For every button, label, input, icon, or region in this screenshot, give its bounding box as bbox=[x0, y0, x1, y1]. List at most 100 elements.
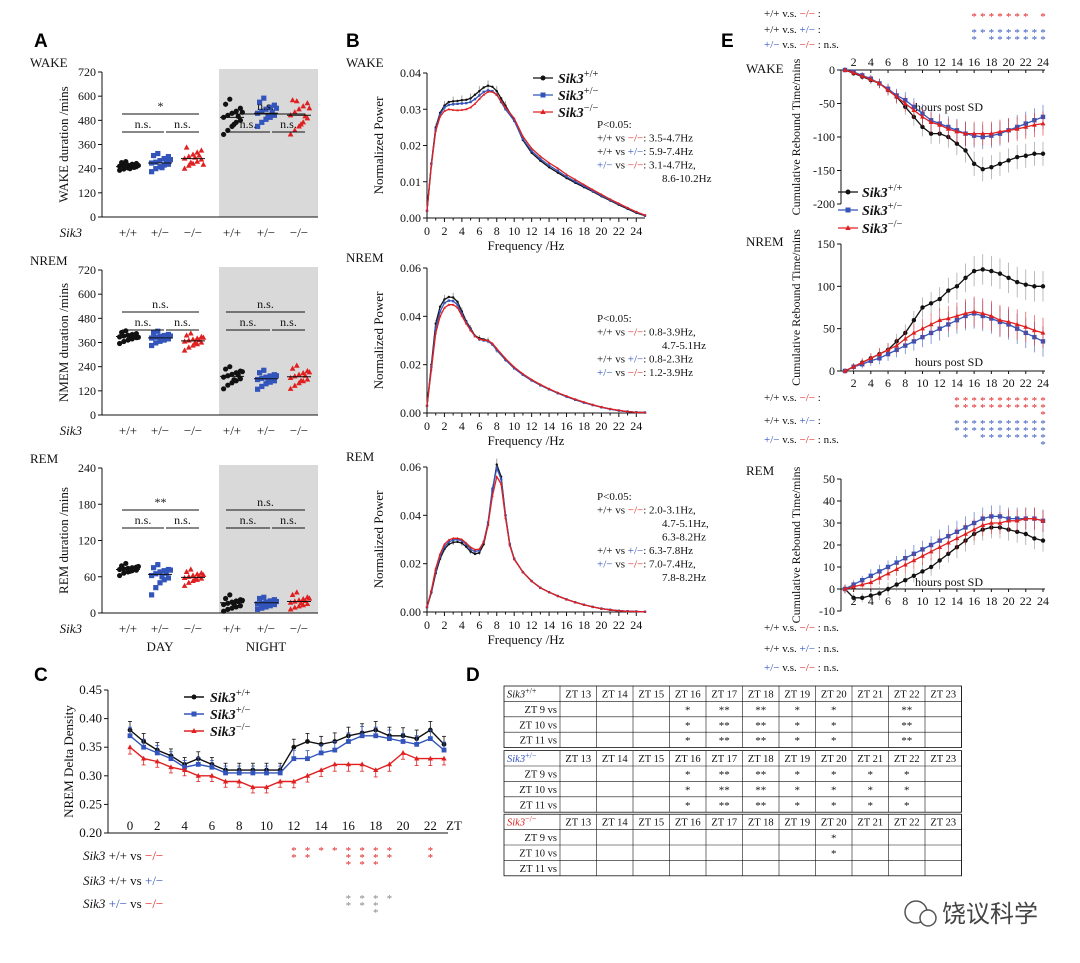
e-rem-data-point bbox=[945, 540, 951, 545]
c-data-point bbox=[304, 772, 311, 778]
b-nrem-annotation-line: +/+ vs +/−: 0.8-2.3Hz bbox=[597, 354, 693, 366]
e-nrem-y-tick-label: 150 bbox=[817, 237, 835, 251]
a-nrem-data-point bbox=[223, 366, 229, 372]
e-wake-legend-label: Sik3+/− bbox=[862, 201, 903, 219]
a-rem-data-point bbox=[149, 572, 155, 579]
e-nrem-sig-star: * bbox=[1032, 432, 1038, 444]
e-rem-data-point bbox=[885, 586, 891, 592]
a-wake-data-point bbox=[181, 155, 188, 161]
a-nrem-data-point bbox=[304, 376, 311, 382]
e-rem-data-point bbox=[1040, 538, 1046, 543]
b-wake-data-point bbox=[504, 105, 507, 109]
b-wake-data-point bbox=[469, 100, 472, 104]
b-rem-data-point bbox=[634, 610, 638, 613]
b-rem-x-tick-label: 14 bbox=[543, 618, 555, 632]
e-wake-sig-star: * bbox=[1032, 34, 1038, 46]
c-data-point bbox=[236, 770, 242, 776]
c-y-tick-label: 0.30 bbox=[79, 768, 102, 783]
b-rem-y-tick-label: 0.00 bbox=[400, 605, 421, 619]
b-rem-data-point bbox=[451, 538, 455, 542]
a-wake-y-tick-label: 720 bbox=[78, 65, 96, 79]
b-wake-x-tick-label: 6 bbox=[476, 224, 482, 238]
c-data-point bbox=[305, 739, 310, 744]
c-sig-star: * bbox=[373, 845, 379, 857]
b-nrem-data-point bbox=[573, 397, 577, 401]
e-nrem-y-label: Cumulative Rebound Time/mins bbox=[789, 229, 803, 386]
b-wake-data-point bbox=[530, 149, 533, 153]
d-col-header: ZT 20 bbox=[821, 754, 847, 765]
b-nrem-x-tick-label: 20 bbox=[595, 419, 607, 433]
b-wake-y-tick-label: 0.00 bbox=[400, 211, 421, 225]
a-rem-data-point bbox=[135, 563, 141, 570]
c-legend-label: Sik3+/+ bbox=[210, 688, 251, 706]
e-wake-sig-star: * bbox=[1014, 34, 1020, 46]
e-nrem-sig-star: * bbox=[997, 395, 1003, 407]
a-wake-data-point bbox=[151, 152, 157, 159]
b-wake-x-tick-label: 0 bbox=[424, 224, 430, 238]
b-rem-y-label: Normalized Power bbox=[371, 490, 386, 589]
e-nrem-sig-star: * bbox=[954, 402, 960, 414]
e-nrem-sig-star: * bbox=[989, 432, 995, 444]
a-rem-y-tick-label: 240 bbox=[78, 461, 96, 475]
d-cell: * bbox=[904, 784, 910, 796]
a-nrem-data-point bbox=[257, 370, 263, 376]
c-series-ko bbox=[129, 746, 444, 788]
a-wake-data-point bbox=[123, 159, 129, 165]
e-nrem-sig-star: * bbox=[1040, 395, 1046, 407]
a-nrem-x-label: Sik3 bbox=[60, 423, 83, 438]
d-cell: * bbox=[831, 769, 837, 781]
e-nrem-x-label: hours post SD bbox=[915, 355, 983, 369]
e-wake-data-point bbox=[1031, 122, 1037, 127]
b-rem-data-point bbox=[465, 543, 468, 546]
b-nrem-data-point bbox=[438, 314, 442, 318]
a-wake-data-point bbox=[229, 110, 235, 116]
c-data-point bbox=[223, 770, 228, 776]
d-cell: ** bbox=[719, 735, 730, 747]
d-cell: * bbox=[685, 784, 691, 796]
b-nrem-y-tick-label: 0.06 bbox=[400, 261, 421, 275]
a-rem-data-point bbox=[298, 600, 304, 606]
e-nrem-sig-star: * bbox=[1006, 418, 1012, 430]
b-nrem-data-point bbox=[434, 327, 437, 330]
d-cell: * bbox=[685, 769, 691, 781]
c-data-point bbox=[414, 755, 420, 761]
e-nrem-data-point bbox=[980, 310, 986, 316]
b-nrem-data-point bbox=[591, 403, 594, 406]
e-rem-data-point bbox=[937, 544, 943, 549]
b-rem-x-tick-label: 24 bbox=[630, 618, 642, 632]
e-wake-data-point bbox=[988, 131, 994, 136]
d-col-header: ZT 15 bbox=[638, 754, 664, 765]
e-rem-data-point bbox=[1014, 518, 1020, 523]
a-nrem-data-point bbox=[119, 329, 125, 336]
e-nrem-sig-star: * bbox=[1032, 402, 1038, 414]
a-wake-data-point bbox=[200, 161, 207, 167]
e-nrem-sig-row-label: +/+ v.s. +/− : bbox=[764, 415, 821, 427]
b-rem-series-het bbox=[426, 465, 646, 613]
e-rem-x-tick-label: 4 bbox=[868, 594, 874, 608]
b-wake-x-tick-label: 16 bbox=[561, 224, 573, 238]
a-nrem-data-point bbox=[259, 383, 265, 390]
b-wake-data-point bbox=[547, 164, 551, 167]
e-wake-data-point bbox=[954, 141, 960, 146]
b-wake-data-point bbox=[447, 107, 451, 111]
a-rem-data-point bbox=[181, 582, 188, 588]
e-nrem-sig-star: * bbox=[1023, 418, 1029, 430]
e-nrem-sig-star: * bbox=[989, 425, 995, 437]
e-nrem-sig-star: * bbox=[997, 432, 1003, 444]
e-rem-data-point bbox=[1023, 531, 1028, 537]
b-wake-x-tick-label: 10 bbox=[508, 224, 520, 238]
e-nrem-data-point bbox=[988, 313, 994, 318]
e-wake-legend-marker bbox=[845, 207, 851, 213]
c-sig-star: * bbox=[359, 845, 365, 857]
d-col-header: ZT 16 bbox=[675, 754, 701, 765]
a-rem-y-tick-label: 180 bbox=[78, 497, 96, 511]
b-wake-legend-label: Sik3−/− bbox=[558, 103, 599, 121]
b-nrem-data-point bbox=[512, 365, 516, 369]
b-wake-data-point bbox=[556, 166, 560, 170]
e-rem-sig-row-label: +/+ v.s. +/− : n.s. bbox=[764, 643, 839, 655]
e-rem-x-tick-label: 18 bbox=[985, 594, 997, 608]
b-nrem-data-point bbox=[495, 347, 499, 350]
b-wake-data-point bbox=[438, 115, 442, 118]
e-nrem-data-point bbox=[1031, 327, 1037, 333]
a-nrem-data-point bbox=[263, 374, 269, 380]
